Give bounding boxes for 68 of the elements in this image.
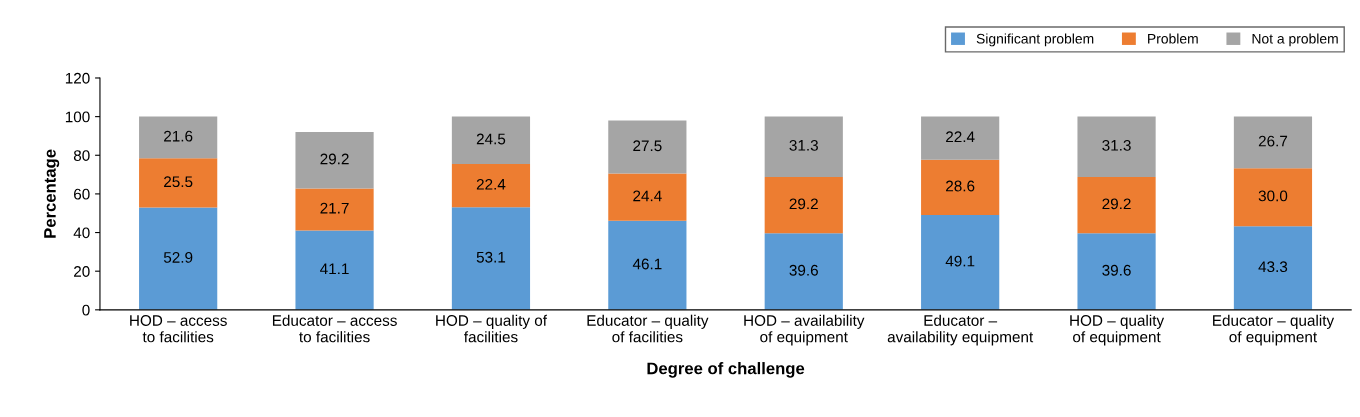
bar [764,176,843,234]
x-tick-label: HOD – quality of facilities [436,314,548,343]
x-tick-label: Educator – quality of equipment [1213,314,1335,346]
x-tick-label: HOD – availability of equipment [744,314,865,346]
data-label: 53.1 [476,251,506,263]
legend-label: Not a problem [1252,33,1338,47]
data-label: 24.4 [633,190,662,202]
bar [1233,116,1313,169]
data-label: 41.1 [320,263,349,275]
y-tick-label: 60 [74,188,90,200]
bar [139,116,218,159]
data-label: 52.9 [163,252,193,263]
y-tick-label: 80 [73,150,90,161]
bar [295,188,374,231]
bar [921,214,1000,310]
data-label: 22.4 [476,178,506,190]
bar [139,158,218,208]
bar [295,230,374,310]
y-tick-label: 20 [74,266,90,277]
data-label: 31.3 [789,139,818,151]
data-label: 22.4 [946,131,975,143]
bar [608,220,687,310]
x-tick-label: Educator – availability equipment [887,314,1034,346]
data-label: 29.2 [320,153,349,165]
bar [1233,226,1313,310]
bar [1077,116,1156,177]
legend-label: Problem [1148,33,1198,44]
data-label: 39.6 [1102,264,1131,276]
y-tick-label: 100 [65,111,90,123]
bar [295,132,374,189]
y-tick-label: 40 [73,227,90,239]
data-label: 49.1 [945,255,975,267]
data-label: 25.5 [164,176,193,188]
x-tick-label: HOD – quality of equipment [1070,314,1165,346]
data-label: 21.7 [320,202,349,214]
x-tick-label: Educator – access to facilities [272,314,397,343]
data-label: 39.6 [789,264,818,276]
bar [608,120,687,174]
bar [764,233,843,310]
x-axis-title: Degree of challenge [647,362,805,378]
data-label: 31.3 [1102,139,1131,151]
x-tick-label: HOD – access to facilities [130,315,227,343]
data-label: 29.2 [1102,198,1131,210]
bar [921,116,1000,160]
data-label: 30.0 [1258,190,1288,202]
bar [608,173,687,221]
bar [1077,176,1156,234]
y-axis-title: Percentage [44,149,60,238]
x-tick-label: Educator – quality of facilities [587,314,709,343]
bar [451,116,531,164]
data-label: 26.7 [1258,135,1288,147]
data-label: 27.5 [633,140,662,152]
legend-label: Significant problem [976,33,1094,47]
bar [921,159,1000,215]
bar [451,207,531,310]
data-label: 28.6 [946,180,975,192]
bar [1233,168,1313,227]
data-label: 24.5 [476,133,506,145]
bar [451,163,531,208]
data-label: 29.2 [789,198,818,210]
data-label: 21.6 [164,130,193,142]
y-tick-label: 120 [65,72,90,84]
data-label: 43.3 [1258,261,1288,273]
bar [764,116,843,177]
bar [139,207,218,310]
data-label: 46.1 [632,258,662,270]
y-tick-label: 0 [82,304,90,316]
bar [1077,233,1156,310]
